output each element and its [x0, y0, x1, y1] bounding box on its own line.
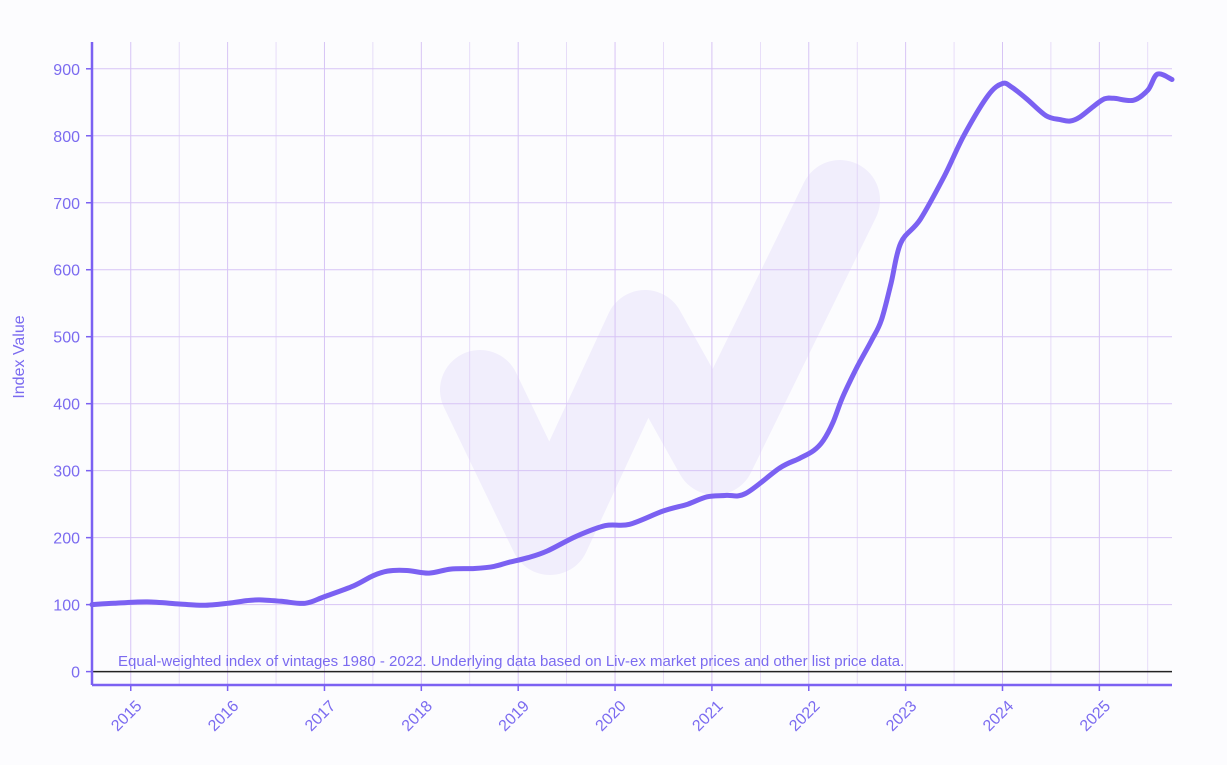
y-tick-label: 800 — [53, 129, 80, 146]
y-tick-label: 400 — [53, 397, 80, 414]
y-tick-label: 0 — [71, 665, 80, 682]
y-tick-label: 100 — [53, 598, 80, 615]
x-tick-label: 2018 — [399, 698, 436, 735]
y-axis-ticks: 0 100 200 300 400 500 600 700 800 900 — [53, 62, 92, 682]
x-tick-label: 2021 — [689, 698, 726, 735]
y-tick-label: 600 — [53, 263, 80, 280]
x-tick-label: 2016 — [205, 698, 242, 735]
watermark-logo — [440, 160, 880, 575]
series-group — [89, 71, 1175, 608]
x-tick-label: 2019 — [496, 698, 533, 735]
y-tick-label: 300 — [53, 464, 80, 481]
x-tick-label: 2022 — [786, 698, 823, 735]
x-tick-label: 2023 — [883, 698, 920, 735]
axes — [90, 42, 1172, 687]
x-axis-ticks: 2015 2016 2017 2018 2019 2020 2021 2022 2023 2024… — [108, 685, 1114, 735]
x-tick-label: 2017 — [302, 698, 339, 735]
y-tick-label: 700 — [53, 196, 80, 213]
chart-annotation: Equal-weighted index of vintages 1980 - … — [118, 653, 904, 670]
x-tick-label: 2015 — [108, 698, 145, 735]
y-tick-label: 500 — [53, 330, 80, 347]
y-tick-label: 200 — [53, 531, 80, 548]
y-axis-label: Index Value — [11, 315, 28, 398]
x-tick-label: 2025 — [1077, 698, 1114, 735]
x-tick-label: 2024 — [980, 698, 1017, 735]
series-line — [89, 71, 1175, 608]
y-tick-label: 900 — [53, 62, 80, 79]
x-tick-label: 2020 — [593, 698, 630, 735]
